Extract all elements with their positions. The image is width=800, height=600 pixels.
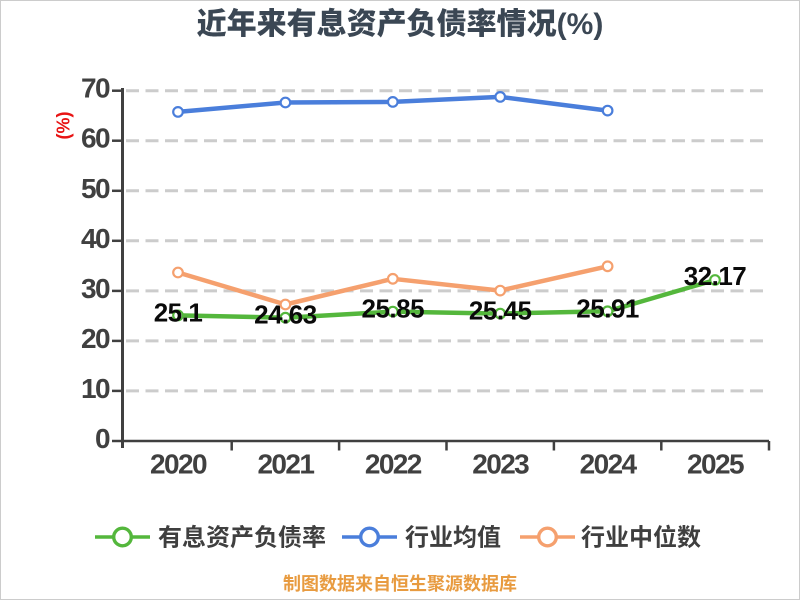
- svg-text:25.85: 25.85: [362, 294, 425, 324]
- svg-text:(%): (%): [54, 112, 74, 140]
- svg-text:近年来有息资产负债率情况(%): 近年来有息资产负债率情况(%): [197, 7, 604, 41]
- svg-text:10: 10: [81, 373, 110, 404]
- svg-text:70: 70: [81, 73, 110, 104]
- svg-text:行业均值: 行业均值: [405, 525, 501, 552]
- svg-text:25.45: 25.45: [469, 296, 532, 326]
- svg-text:30: 30: [81, 273, 110, 304]
- svg-text:2025: 2025: [687, 449, 744, 480]
- svg-text:2023: 2023: [472, 449, 529, 480]
- svg-text:20: 20: [81, 323, 110, 354]
- svg-text:25.1: 25.1: [154, 297, 203, 327]
- svg-text:40: 40: [81, 223, 110, 254]
- svg-text:2024: 2024: [580, 449, 638, 480]
- svg-text:50: 50: [81, 173, 110, 204]
- svg-text:60: 60: [81, 123, 110, 154]
- svg-text:有息资产负债率: 有息资产负债率: [158, 525, 326, 552]
- svg-text:2022: 2022: [365, 449, 422, 480]
- svg-text:2020: 2020: [150, 449, 207, 480]
- svg-text:2021: 2021: [257, 449, 314, 480]
- svg-text:0: 0: [95, 423, 110, 454]
- svg-text:制图数据来自恒生聚源数据库: 制图数据来自恒生聚源数据库: [283, 574, 517, 594]
- svg-text:32.17: 32.17: [684, 261, 747, 291]
- svg-text:行业中位数: 行业中位数: [581, 524, 701, 552]
- svg-text:25.91: 25.91: [576, 293, 639, 323]
